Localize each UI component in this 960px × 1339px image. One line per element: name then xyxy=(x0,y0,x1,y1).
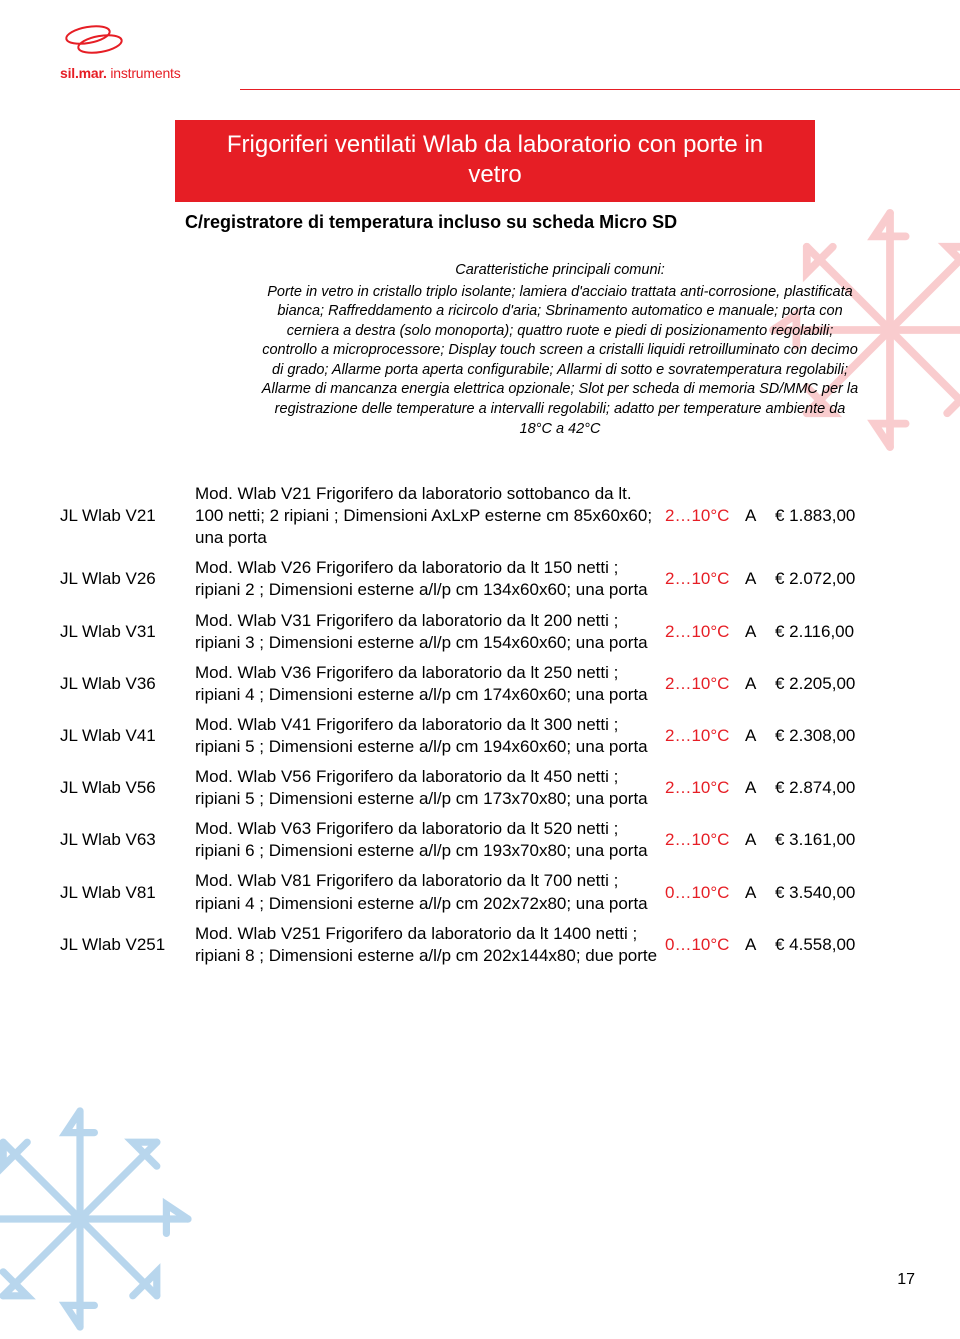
brand-logo-icon xyxy=(60,20,130,60)
snowflake-blue-icon xyxy=(0,1099,200,1339)
table-row: JL Wlab V31Mod. Wlab V31 Frigorifero da … xyxy=(60,610,905,654)
product-price: € 3.161,00 xyxy=(775,829,885,851)
product-temp: 2…10°C xyxy=(665,621,745,643)
table-row: JL Wlab V56Mod. Wlab V56 Frigorifero da … xyxy=(60,766,905,810)
product-code: JL Wlab V36 xyxy=(60,673,195,695)
header-divider xyxy=(240,89,960,90)
section-subtitle: C/registratore di temperatura incluso su… xyxy=(185,212,825,233)
product-price: € 2.308,00 xyxy=(775,725,885,747)
product-desc: Mod. Wlab V251 Frigorifero da laboratori… xyxy=(195,923,665,967)
features-block: Caratteristiche principali comuni: Porte… xyxy=(260,261,860,439)
table-row: JL Wlab V36Mod. Wlab V36 Frigorifero da … xyxy=(60,662,905,706)
product-code: JL Wlab V56 xyxy=(60,777,195,799)
product-desc: Mod. Wlab V21 Frigorifero da laboratorio… xyxy=(195,483,665,549)
section-title: Frigoriferi ventilati Wlab da laboratori… xyxy=(175,120,815,202)
product-price: € 4.558,00 xyxy=(775,934,885,956)
table-row: JL Wlab V21Mod. Wlab V21 Frigorifero da … xyxy=(60,483,905,549)
product-class: A xyxy=(745,829,775,851)
product-price: € 2.116,00 xyxy=(775,621,885,643)
product-class: A xyxy=(745,882,775,904)
product-class: A xyxy=(745,934,775,956)
page-header: sil.mar. instruments xyxy=(0,0,960,90)
product-class: A xyxy=(745,777,775,799)
brand-line2: instruments xyxy=(110,65,180,81)
product-class: A xyxy=(745,568,775,590)
table-row: JL Wlab V63Mod. Wlab V63 Frigorifero da … xyxy=(60,818,905,862)
brand-line1: sil.mar. xyxy=(60,65,107,81)
products-table: JL Wlab V21Mod. Wlab V21 Frigorifero da … xyxy=(60,483,905,967)
table-row: JL Wlab V251Mod. Wlab V251 Frigorifero d… xyxy=(60,923,905,967)
product-class: A xyxy=(745,621,775,643)
product-desc: Mod. Wlab V63 Frigorifero da laboratorio… xyxy=(195,818,665,862)
product-class: A xyxy=(745,673,775,695)
product-price: € 2.205,00 xyxy=(775,673,885,695)
brand-logo: sil.mar. instruments xyxy=(60,20,960,81)
product-desc: Mod. Wlab V26 Frigorifero da laboratorio… xyxy=(195,557,665,601)
product-desc: Mod. Wlab V31 Frigorifero da laboratorio… xyxy=(195,610,665,654)
product-temp: 0…10°C xyxy=(665,934,745,956)
product-code: JL Wlab V26 xyxy=(60,568,195,590)
product-temp: 2…10°C xyxy=(665,505,745,527)
product-code: JL Wlab V31 xyxy=(60,621,195,643)
product-class: A xyxy=(745,505,775,527)
product-price: € 3.540,00 xyxy=(775,882,885,904)
brand-name: sil.mar. instruments xyxy=(60,65,960,81)
product-desc: Mod. Wlab V41 Frigorifero da laboratorio… xyxy=(195,714,665,758)
product-class: A xyxy=(745,725,775,747)
product-temp: 2…10°C xyxy=(665,829,745,851)
product-temp: 2…10°C xyxy=(665,725,745,747)
product-desc: Mod. Wlab V56 Frigorifero da laboratorio… xyxy=(195,766,665,810)
product-code: JL Wlab V41 xyxy=(60,725,195,747)
table-row: JL Wlab V26Mod. Wlab V26 Frigorifero da … xyxy=(60,557,905,601)
product-desc: Mod. Wlab V36 Frigorifero da laboratorio… xyxy=(195,662,665,706)
features-title: Caratteristiche principali comuni: xyxy=(260,261,860,281)
product-code: JL Wlab V21 xyxy=(60,505,195,527)
product-code: JL Wlab V251 xyxy=(60,934,195,956)
product-desc: Mod. Wlab V81 Frigorifero da laboratorio… xyxy=(195,870,665,914)
page-number: 17 xyxy=(897,1271,915,1289)
product-code: JL Wlab V81 xyxy=(60,882,195,904)
product-price: € 1.883,00 xyxy=(775,505,885,527)
product-temp: 2…10°C xyxy=(665,568,745,590)
product-temp: 2…10°C xyxy=(665,777,745,799)
table-row: JL Wlab V41Mod. Wlab V41 Frigorifero da … xyxy=(60,714,905,758)
features-body: Porte in vetro in cristallo triplo isola… xyxy=(260,283,860,440)
product-code: JL Wlab V63 xyxy=(60,829,195,851)
table-row: JL Wlab V81Mod. Wlab V81 Frigorifero da … xyxy=(60,870,905,914)
product-temp: 0…10°C xyxy=(665,882,745,904)
product-temp: 2…10°C xyxy=(665,673,745,695)
product-price: € 2.072,00 xyxy=(775,568,885,590)
product-price: € 2.874,00 xyxy=(775,777,885,799)
